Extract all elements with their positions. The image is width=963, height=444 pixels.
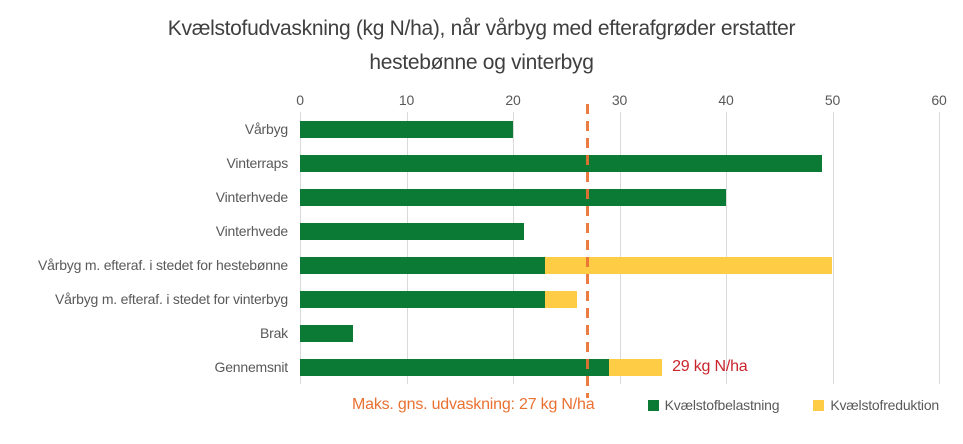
- plot-area: 29 kg N/ha: [300, 112, 940, 384]
- bar-value-annotation: 29 kg N/ha: [672, 358, 748, 375]
- bar-segment-belastning: [300, 154, 822, 172]
- legend: Kvælstofbelastning Kvælstofreduktion: [647, 397, 939, 413]
- x-axis-tick-label: 10: [398, 92, 415, 108]
- gridline: [939, 112, 940, 384]
- chart-footer: Maks. gns. udvaskning: 27 kg N/ha Kvælst…: [352, 384, 939, 414]
- bar-row: [300, 180, 939, 214]
- category-label: Vinterraps: [226, 155, 288, 171]
- reference-line-label: Maks. gns. udvaskning: 27 kg N/ha: [352, 396, 595, 413]
- x-axis-tick-label: 50: [824, 92, 841, 108]
- bar-segment-belastning: [300, 120, 513, 138]
- category-label: Vinterhvede: [215, 223, 288, 239]
- x-axis-tick-label: 0: [296, 92, 304, 108]
- bar-segment-belastning: [300, 290, 545, 308]
- category-label: Vårbyg: [244, 121, 288, 137]
- legend-item-kvaelstofbelastning: Kvælstofbelastning: [647, 397, 780, 413]
- bar-segment-belastning: [300, 222, 524, 240]
- legend-swatch-green-icon: [647, 399, 659, 411]
- category-label: Brak: [260, 325, 288, 341]
- bar-row: 29 kg N/ha: [300, 350, 939, 384]
- x-axis-tick-label: 40: [718, 92, 734, 108]
- bar-row: [300, 112, 939, 146]
- bar-row: [300, 316, 939, 350]
- bar-rows: 29 kg N/ha: [300, 112, 939, 384]
- category-label: Gennemsnit: [214, 359, 289, 375]
- legend-label: Kvælstofreduktion: [830, 397, 939, 413]
- legend-swatch-yellow-icon: [813, 399, 825, 411]
- category-label: Vårbyg m. efteraf. i stedet for vinterby…: [54, 291, 288, 307]
- legend-item-kvaelstofreduktion: Kvælstofreduktion: [813, 397, 939, 413]
- chart-body: 0 10 20 30 40 50 60 Vårbyg Vinterraps Vinterhved…: [0, 88, 963, 414]
- bar-segment-belastning: [300, 256, 545, 274]
- bar-row: [300, 214, 939, 248]
- plot-wrap: Vårbyg Vinterraps Vinterhvede Vinterhvede Vå…: [0, 112, 940, 384]
- bar-row: [300, 146, 939, 180]
- bar-segment-belastning: [300, 358, 609, 376]
- x-axis-tick-label: 30: [611, 92, 628, 108]
- chart-title: Kvælstofudvaskning (kg N/ha), når vårbyg…: [167, 17, 796, 74]
- category-label: Vårbyg m. efteraf. i stedet for hestebøn…: [38, 257, 288, 273]
- bar-segment-belastning: [300, 324, 354, 342]
- bar-row: [300, 282, 939, 316]
- x-axis-tick-label: 20: [505, 92, 521, 108]
- y-axis-category-labels: Vårbyg Vinterraps Vinterhvede Vinterhvede Vå…: [0, 112, 300, 384]
- bar-segment-reduktion: [544, 290, 577, 308]
- x-axis: 0 10 20 30 40 50 60: [296, 88, 947, 112]
- x-axis-tick-label: 60: [931, 92, 947, 108]
- bar-segment-reduktion: [608, 358, 663, 376]
- bar-row: [300, 248, 939, 282]
- category-label: Vinterhvede: [215, 189, 288, 205]
- bar-segment-reduktion: [544, 256, 833, 274]
- legend-label: Kvælstofbelastning: [664, 397, 780, 413]
- bar-segment-belastning: [300, 188, 726, 206]
